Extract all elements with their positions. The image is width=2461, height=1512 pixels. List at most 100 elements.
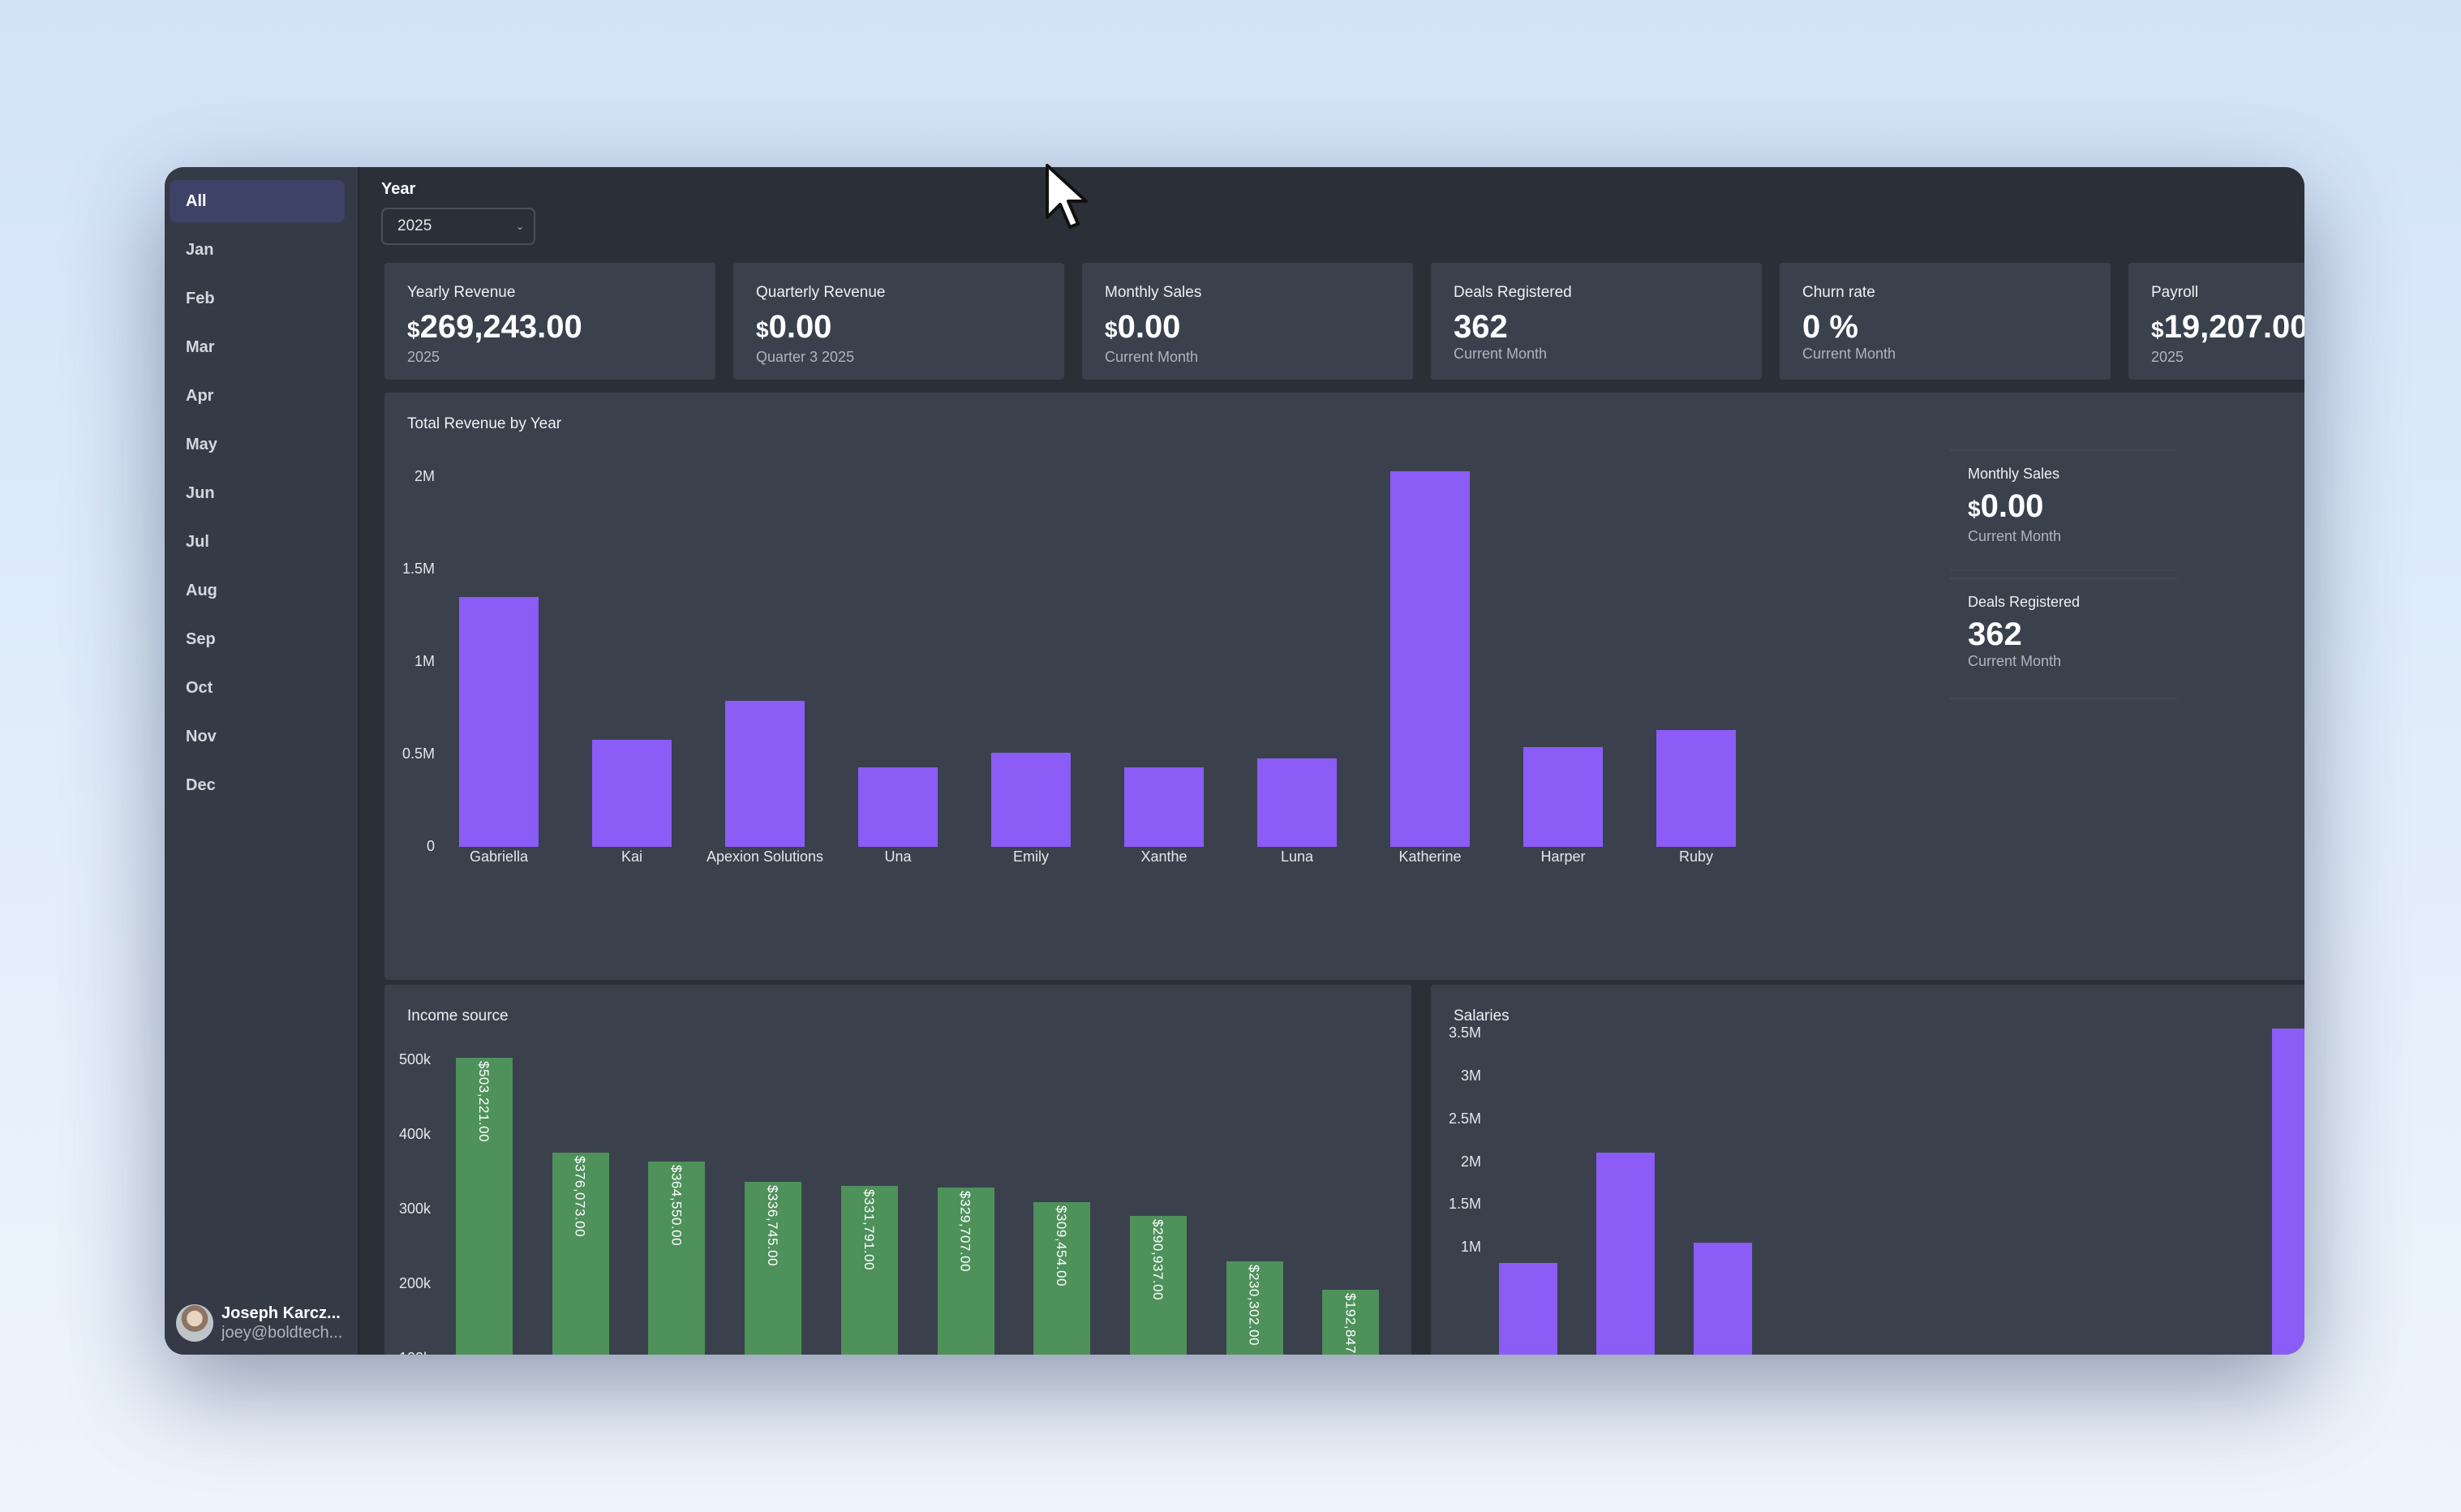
currency-symbol: $ [1105, 317, 1118, 342]
revenue-bar[interactable] [459, 597, 539, 847]
income-bar[interactable] [648, 1162, 706, 1355]
x-axis-label: Ruby [1678, 848, 1714, 865]
kpi-subtitle: Current Month [1454, 346, 1548, 362]
chevron-down-icon: ⌄ [515, 221, 524, 232]
income-bar[interactable] [745, 1182, 802, 1355]
year-select-value: 2025 [397, 217, 432, 234]
x-axis-label: Emily [1013, 848, 1049, 865]
x-axis-label: Una [884, 848, 912, 865]
revenue-bar[interactable] [1124, 767, 1204, 847]
y-axis-tick: 3M [1460, 1067, 1481, 1084]
kpi-value: 362 [1454, 308, 1762, 346]
kpi-title: Churn rate [1802, 284, 1875, 301]
income-bar[interactable] [456, 1058, 513, 1355]
kpi-subtitle: 2025 [407, 349, 440, 365]
panel-title: Income source [407, 1007, 509, 1024]
y-axis-tick: 400k [399, 1126, 432, 1142]
kpi-number: 0.00 [768, 309, 832, 345]
currency-symbol: $ [407, 317, 420, 342]
kpi-number: 362 [1454, 309, 1508, 345]
income-bar[interactable] [1129, 1216, 1187, 1355]
month-sidebar: All Jan Feb Mar Apr May Jun Jul Aug Sep Oct Nov Dec … [165, 167, 360, 1355]
user-name: Joseph Karcz... [221, 1304, 341, 1322]
side-stat-value: 362 [1968, 616, 2177, 653]
income-bar[interactable] [552, 1153, 609, 1355]
sidebar-item-oct[interactable]: Oct [186, 679, 213, 697]
salaries-panel: Salaries 1M 1.5M 2M 2.5M 3M 3.5M [1431, 985, 2304, 1355]
income-bar[interactable] [1322, 1290, 1380, 1355]
kpi-number: 0.00 [1117, 309, 1181, 345]
revenue-bar[interactable] [592, 740, 672, 847]
income-bar[interactable] [1226, 1261, 1283, 1355]
user-profile[interactable]: Joseph Karcz... joey@boldtech... [173, 1299, 351, 1345]
revenue-bar[interactable] [858, 767, 938, 847]
kpi-title: Yearly Revenue [407, 284, 516, 301]
kpi-value: $0.00 [756, 308, 1064, 349]
x-axis-label: Apexion Solutions [706, 848, 824, 865]
revenue-bar[interactable] [725, 701, 805, 847]
sidebar-item-aug[interactable]: Aug [186, 582, 217, 599]
bar-data-label: $192,847.00 [1342, 1293, 1359, 1355]
currency-symbol: $ [756, 317, 769, 342]
salary-bar[interactable] [1596, 1153, 1655, 1355]
bar-data-label: $336,745.00 [765, 1185, 781, 1267]
side-stat-value: $0.00 [1968, 488, 2177, 528]
sidebar-item-feb[interactable]: Feb [186, 290, 215, 307]
side-stat-title: Monthly Sales [1968, 466, 2060, 482]
bar-data-label: $503,221.00 [476, 1061, 492, 1143]
sidebar-item-nov[interactable]: Nov [186, 728, 217, 745]
sidebar-item-all[interactable]: All [170, 180, 345, 222]
income-bar[interactable] [840, 1186, 898, 1355]
kpi-subtitle: Quarter 3 2025 [756, 349, 855, 365]
y-axis-tick: 200k [399, 1275, 432, 1291]
mouse-cursor-icon [1046, 164, 1088, 229]
revenue-bar[interactable] [991, 753, 1071, 847]
sidebar-item-may[interactable]: May [186, 436, 217, 453]
year-select[interactable]: 2025 ⌄ [381, 208, 535, 245]
sidebar-item-jan[interactable]: Jan [186, 241, 214, 259]
sidebar-item-sep[interactable]: Sep [186, 630, 216, 648]
y-axis-tick: 2.5M [1448, 1110, 1481, 1127]
kpi-subtitle: Current Month [1105, 349, 1199, 365]
y-axis-tick: 100k [399, 1350, 431, 1355]
revenue-bar[interactable] [1656, 730, 1736, 847]
sidebar-item-jul[interactable]: Jul [186, 533, 209, 551]
income-bar[interactable] [937, 1188, 994, 1355]
salary-bar[interactable] [1499, 1263, 1557, 1355]
y-axis-tick: 300k [399, 1201, 432, 1217]
x-axis-label: Harper [1540, 848, 1586, 865]
x-axis-label: Kai [621, 848, 642, 865]
user-email: joey@boldtech... [221, 1324, 343, 1342]
y-axis-tick: 1M [414, 653, 435, 669]
salary-bar[interactable] [2272, 1029, 2304, 1355]
kpi-number: 269,243.00 [419, 309, 582, 345]
revenue-bar[interactable] [1257, 758, 1337, 847]
avatar[interactable] [176, 1304, 213, 1342]
kpi-title: Deals Registered [1454, 284, 1572, 301]
sidebar-item-mar[interactable]: Mar [186, 338, 215, 356]
bar-data-label: $331,791.00 [861, 1189, 877, 1271]
x-axis-label: Luna [1280, 848, 1314, 865]
kpi-value: $269,243.00 [407, 308, 715, 349]
salary-bar[interactable] [1694, 1243, 1752, 1355]
sidebar-item-jun[interactable]: Jun [186, 484, 215, 502]
kpi-card: Yearly Revenue $269,243.00 2025 [384, 263, 715, 380]
year-label: Year [381, 180, 416, 198]
panel-title: Salaries [1454, 1007, 1510, 1024]
kpi-number: 19,207.00 [2163, 309, 2304, 345]
x-axis-label: Katherine [1398, 848, 1462, 865]
bar-data-label: $376,073.00 [572, 1156, 588, 1238]
currency-symbol: $ [1968, 496, 1981, 522]
y-axis-tick: 2M [1460, 1153, 1481, 1170]
y-axis-tick: 0 [426, 838, 435, 854]
bar-data-label: $329,707.00 [957, 1191, 973, 1273]
revenue-bar[interactable] [1523, 747, 1603, 847]
y-axis-tick: 1.5M [1448, 1196, 1481, 1213]
sidebar-item-dec[interactable]: Dec [186, 776, 216, 794]
bar-data-label: $309,454.00 [1054, 1205, 1070, 1287]
income-bar[interactable] [1033, 1202, 1091, 1355]
kpi-card: Payroll $19,207.00 2025 [2128, 263, 2304, 380]
side-stat-number: 362 [1968, 616, 2022, 652]
revenue-bar[interactable] [1390, 471, 1470, 847]
sidebar-item-apr[interactable]: Apr [186, 387, 214, 405]
